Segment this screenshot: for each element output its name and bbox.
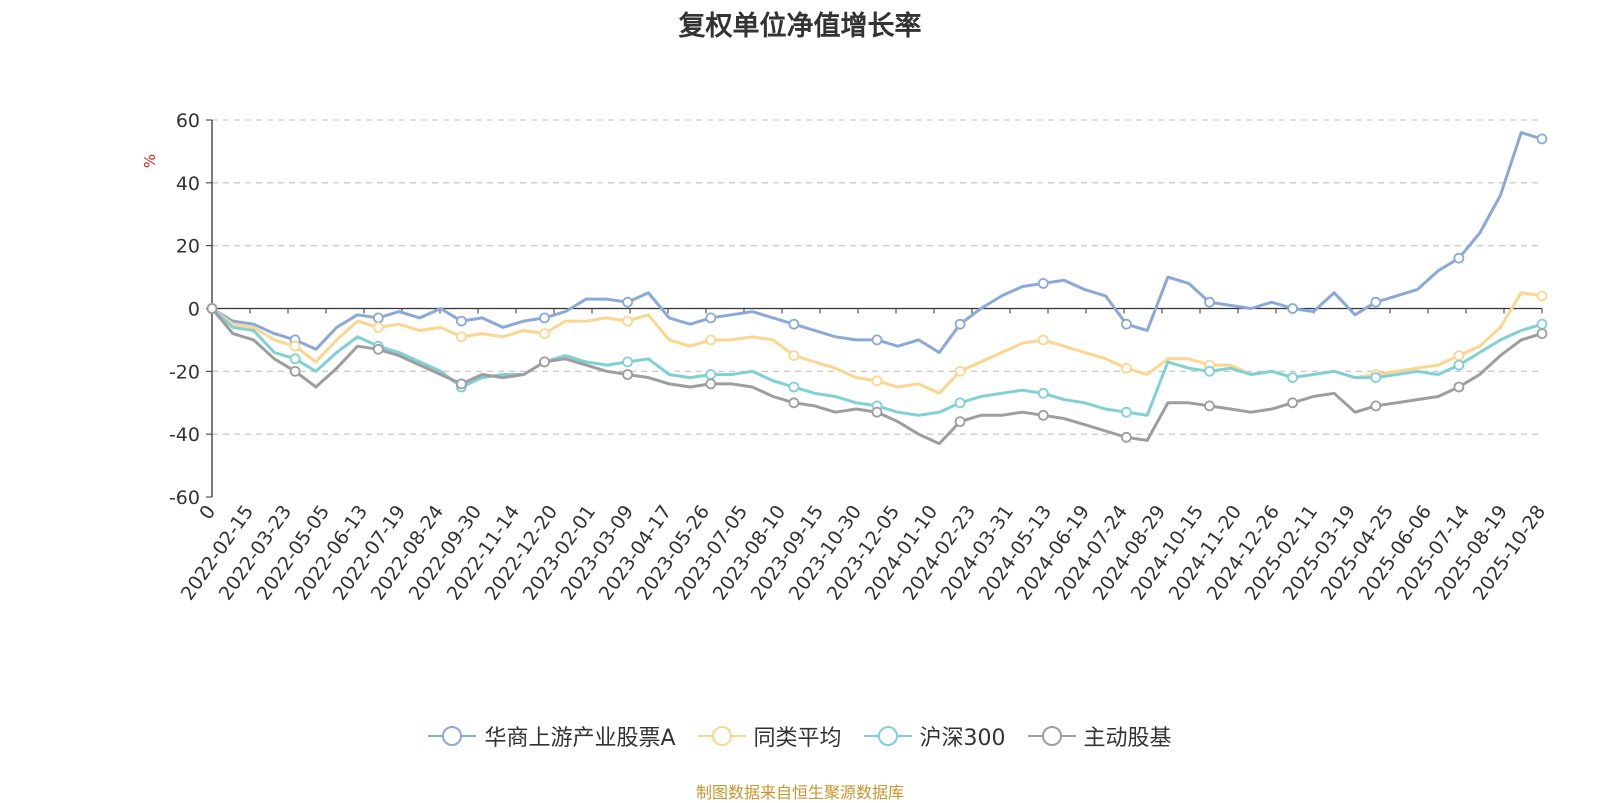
legend-label: 华商上游产业股票A (484, 726, 676, 751)
series-point (622, 369, 633, 380)
series-point (539, 312, 550, 324)
series-point (871, 334, 883, 346)
series-point (1121, 362, 1132, 374)
legend-label: 沪深300 (919, 726, 1006, 751)
series-point (1536, 133, 1548, 145)
legend-item[interactable]: 华商上游产业股票A (428, 720, 676, 752)
y-tick-label: 60 (176, 110, 200, 132)
legend-label: 同类平均 (753, 726, 842, 751)
series-point (1121, 318, 1132, 330)
series-point (1287, 303, 1298, 314)
series-point (1370, 296, 1382, 308)
series-point (788, 397, 800, 409)
series-point (1370, 400, 1382, 412)
series-point (372, 312, 384, 324)
legend-item[interactable]: 沪深300 (863, 720, 1006, 752)
chart-title: 复权单位净值增长率 (678, 11, 922, 42)
series-point (871, 375, 883, 387)
series-point (705, 312, 717, 324)
series-point (1037, 334, 1049, 346)
series-point (1453, 350, 1465, 362)
series-point (1204, 400, 1215, 412)
series-point (289, 340, 301, 352)
legend-item[interactable]: 主动股基 (1027, 720, 1172, 752)
series-point (206, 303, 218, 314)
series-point (455, 378, 467, 390)
series-point (954, 397, 966, 409)
legend-item[interactable]: 同类平均 (697, 720, 842, 752)
legend-marker-icon (1027, 726, 1076, 746)
series-point (622, 356, 633, 368)
series-line (211, 131, 1543, 354)
series-point (871, 406, 883, 418)
series-point (372, 343, 384, 355)
series-point (705, 378, 717, 390)
axes (206, 119, 1543, 498)
series-point (954, 365, 966, 377)
series-point (1204, 365, 1215, 377)
series-group (206, 131, 1548, 446)
legend-marker-icon (697, 726, 746, 746)
series-point (1037, 409, 1049, 421)
y-tick-label: 40 (176, 173, 200, 195)
grid-lines (212, 119, 1542, 435)
series-point (622, 296, 633, 308)
series-point (455, 315, 467, 327)
series-point (1536, 318, 1548, 330)
series-point (1037, 277, 1049, 289)
series-point (705, 334, 717, 346)
series-point (705, 369, 717, 380)
y-tick-label: -20 (169, 361, 200, 383)
series-point (1536, 290, 1548, 302)
legend-marker-icon (428, 726, 477, 746)
series-point (539, 356, 550, 368)
legend-marker-icon (863, 726, 912, 746)
legend-label: 主动股基 (1083, 726, 1172, 751)
y-tick-label: 0 (188, 299, 200, 321)
series-point (539, 328, 550, 340)
series-point (1204, 296, 1215, 308)
y-tick-labels: 60 40 20 0 -20 -40 -60 (169, 110, 200, 509)
series-point (372, 321, 384, 333)
series-point (455, 331, 467, 343)
series-point (788, 350, 800, 362)
series-point (954, 318, 966, 330)
y-tick-label: -60 (169, 487, 200, 509)
x-tick-labels: 02022-02-152022-03-232022-05-052022-06-1… (177, 501, 1550, 604)
y-tick-label: -40 (169, 424, 200, 446)
y-tick-label: 20 (176, 236, 200, 258)
series-point (1287, 372, 1298, 384)
series-point (1287, 397, 1298, 409)
series-point (622, 315, 633, 327)
line-chart: 60 40 20 0 -20 -40 -60 02022-02-152022-03-2320… (169, 110, 1550, 604)
series-point (1370, 372, 1382, 384)
series-point (1536, 328, 1548, 340)
legend: 华商上游产业股票A 同类平均 沪深300 主动股基 (0, 720, 1600, 752)
series-point (289, 353, 301, 365)
series-point (788, 318, 800, 330)
x-tick-label: 0 (195, 501, 220, 524)
series-point (1453, 359, 1465, 371)
series-point (1121, 431, 1132, 443)
series-point (1037, 387, 1049, 399)
series-point (1453, 381, 1465, 393)
series-point (788, 381, 800, 393)
series-point (1121, 406, 1132, 418)
series-point (1453, 252, 1465, 264)
series-point (954, 416, 966, 428)
data-source-note: 制图数据来自恒生聚源数据库 (695, 783, 904, 802)
series-point (289, 365, 301, 377)
